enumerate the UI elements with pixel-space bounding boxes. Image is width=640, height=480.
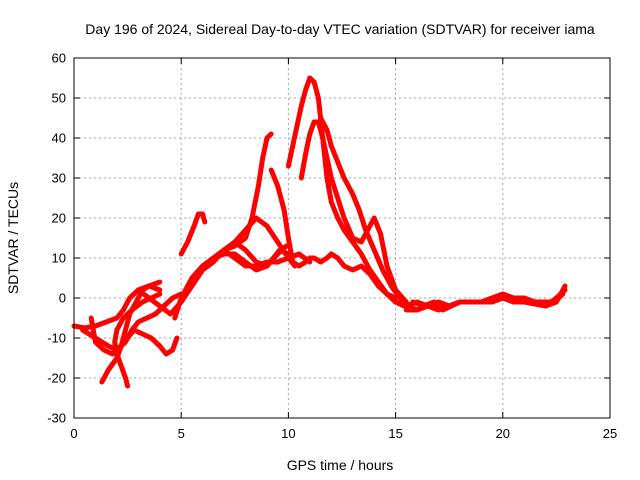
x-axis-title: GPS time / hours	[287, 457, 394, 473]
y-tick-labels: -30 -20 -10 0 10 20 30 40 50 60	[47, 51, 66, 426]
x-tick-label: 20	[496, 426, 510, 441]
x-tick-label: 5	[178, 426, 185, 441]
series-line-18	[410, 287, 568, 313]
x-tick-labels: 0 5 10 15 20 25	[70, 426, 617, 441]
series-line-13	[285, 75, 407, 309]
y-tick-label: 10	[52, 251, 66, 266]
y-tick-label: 20	[52, 211, 66, 226]
y-tick-label: 30	[52, 171, 66, 186]
x-tick-label: 25	[603, 426, 617, 441]
y-tick-label: 40	[52, 131, 66, 146]
plot-frame	[73, 57, 611, 419]
series-line-9	[189, 215, 298, 281]
series-line-12	[268, 167, 399, 301]
series-line-14	[298, 119, 409, 305]
y-tick-label: 60	[52, 51, 66, 66]
data-series	[71, 75, 568, 389]
series-line-11	[221, 247, 313, 269]
y-tick-label: 50	[52, 91, 66, 106]
y-axis-title: SDTVAR / TECUs	[5, 182, 21, 294]
x-tick-label: 15	[388, 426, 402, 441]
y-tick-label: 0	[59, 291, 66, 306]
x-tick-label: 10	[281, 426, 295, 441]
series-line-15	[318, 115, 420, 313]
series-line-2	[80, 291, 184, 353]
series-line-3	[88, 315, 180, 357]
series-line-10	[200, 239, 291, 273]
series-line-5	[112, 291, 163, 389]
y-tick-label: -10	[47, 331, 66, 346]
axis-ticks	[73, 57, 611, 419]
series-line-6	[178, 211, 208, 257]
y-tick-label: -30	[47, 411, 66, 426]
y-tick-label: -20	[47, 371, 66, 386]
chart-title: Day 196 of 2024, Sidereal Day-to-day VTE…	[85, 21, 595, 37]
x-tick-label: 0	[70, 426, 77, 441]
